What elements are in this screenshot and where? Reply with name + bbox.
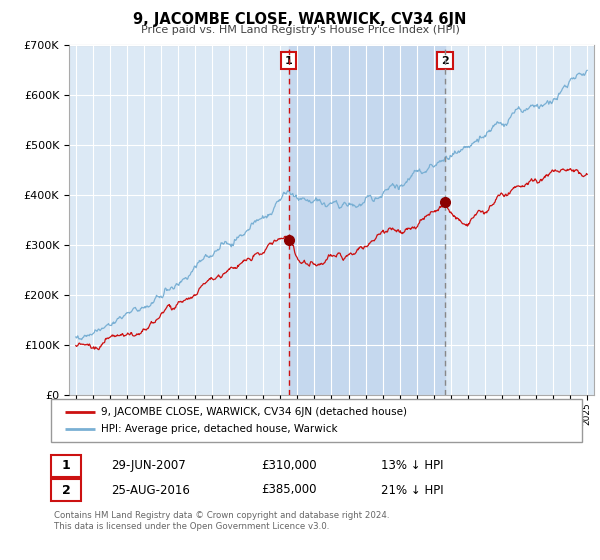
Text: 2: 2 bbox=[441, 55, 449, 66]
Bar bbox=[289, 45, 445, 395]
Text: 29-JUN-2007: 29-JUN-2007 bbox=[111, 459, 186, 473]
Text: 1: 1 bbox=[285, 55, 293, 66]
Text: 2: 2 bbox=[62, 483, 70, 497]
Text: 1: 1 bbox=[62, 459, 70, 473]
Text: 9, JACOMBE CLOSE, WARWICK, CV34 6JN (detached house): 9, JACOMBE CLOSE, WARWICK, CV34 6JN (det… bbox=[101, 407, 407, 417]
Text: 9, JACOMBE CLOSE, WARWICK, CV34 6JN: 9, JACOMBE CLOSE, WARWICK, CV34 6JN bbox=[133, 12, 467, 27]
Text: 13% ↓ HPI: 13% ↓ HPI bbox=[381, 459, 443, 473]
Text: £310,000: £310,000 bbox=[261, 459, 317, 473]
Text: £385,000: £385,000 bbox=[261, 483, 317, 497]
Text: HPI: Average price, detached house, Warwick: HPI: Average price, detached house, Warw… bbox=[101, 424, 337, 435]
Text: Contains HM Land Registry data © Crown copyright and database right 2024.
This d: Contains HM Land Registry data © Crown c… bbox=[54, 511, 389, 531]
Text: 21% ↓ HPI: 21% ↓ HPI bbox=[381, 483, 443, 497]
Text: 25-AUG-2016: 25-AUG-2016 bbox=[111, 483, 190, 497]
Text: Price paid vs. HM Land Registry's House Price Index (HPI): Price paid vs. HM Land Registry's House … bbox=[140, 25, 460, 35]
